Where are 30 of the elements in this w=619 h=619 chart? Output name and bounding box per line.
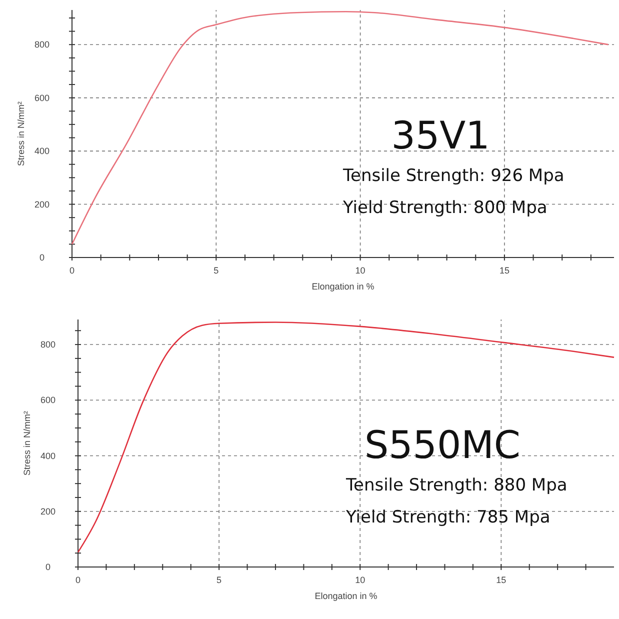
annotation: Yield Strength: 800 Mpa: [342, 198, 548, 218]
x-axis-title: Elongation in %: [312, 282, 374, 292]
x-tick-label: 0: [75, 575, 81, 585]
y-tick-label: 600: [34, 92, 50, 103]
y-tick-label: 200: [40, 506, 56, 516]
annotation: Tensile Strength: 880 Mpa: [345, 475, 568, 496]
line-series: [71, 10, 609, 245]
line-series: [77, 322, 615, 553]
x-tick-label: 10: [355, 266, 366, 276]
annotation: Yield Strength: 785 Mpa: [345, 507, 550, 528]
y-tick-label: 400: [34, 146, 50, 156]
x-tick-label: 15: [499, 266, 510, 276]
x-tick-label: 10: [355, 575, 366, 585]
y-tick-label: 400: [40, 450, 56, 461]
y-tick-label: 0: [45, 562, 51, 572]
text: 35V1: [391, 114, 490, 158]
y-axis-title: Stress in N/mm²: [22, 410, 32, 476]
x-tick-label: 0: [69, 266, 75, 276]
y-tick-label: 600: [40, 395, 56, 406]
y-tick-label: 0: [39, 252, 45, 262]
text: S550MC: [364, 423, 520, 468]
annotation: Tensile Strength: 926 Mpa: [342, 166, 564, 186]
x-tick-label: 15: [496, 575, 506, 585]
x-tick-label: 5: [214, 266, 219, 276]
y-tick-label: 800: [40, 340, 56, 350]
y-tick-label: 200: [34, 199, 50, 210]
x-axis-title: Elongation in %: [314, 591, 378, 601]
y-axis-title: Stress in N/mm²: [16, 101, 26, 166]
x-tick-label: 5: [216, 575, 222, 585]
y-tick-label: 800: [34, 40, 50, 50]
